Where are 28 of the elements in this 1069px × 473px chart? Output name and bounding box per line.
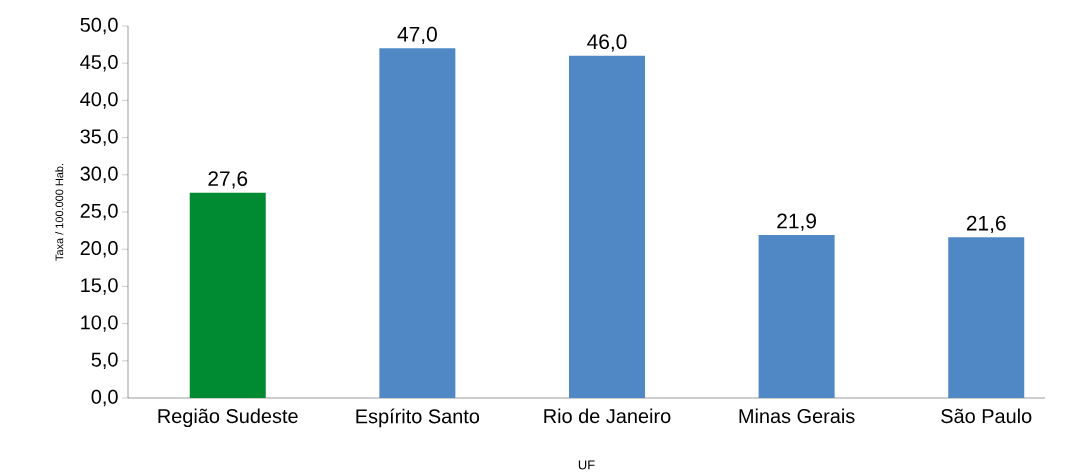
y-tick-label: 5,0 <box>91 352 118 370</box>
x-axis-title: UF <box>578 460 595 470</box>
y-tick-label: 35,0 <box>80 129 118 146</box>
y-tick-label: 20,0 <box>80 240 118 258</box>
data-label: 27,6 <box>208 171 248 189</box>
data-label: 21,6 <box>966 215 1006 234</box>
x-tick-label: Espírito Santo <box>356 408 480 428</box>
y-tick-label: 0,0 <box>91 389 118 407</box>
y-axis-title: Taxa / 100.000 Hab. <box>55 163 64 261</box>
x-tick-label: Rio de Janeiro <box>544 408 671 424</box>
y-tick-label: 15,0 <box>81 278 118 295</box>
x-tick-label: Região Sudeste <box>158 408 298 428</box>
bar <box>379 48 456 398</box>
y-tick-label: 40,0 <box>80 92 118 109</box>
bar <box>948 237 1025 398</box>
y-tick-label: 45,0 <box>80 54 118 72</box>
bar <box>189 192 266 398</box>
x-tick-label: Minas Gerais <box>739 408 855 424</box>
data-label: 46,0 <box>587 34 627 52</box>
y-tick-label: 50,0 <box>80 17 118 35</box>
data-label: 21,9 <box>777 213 816 231</box>
y-tick-label: 30,0 <box>80 166 118 184</box>
data-label: 47,0 <box>397 26 437 45</box>
y-tick-label: 25,0 <box>80 203 118 221</box>
x-tick-label: São Paulo <box>941 408 1032 424</box>
bar <box>568 55 645 398</box>
bar <box>758 235 835 398</box>
y-tick-label: 10,0 <box>81 315 118 332</box>
